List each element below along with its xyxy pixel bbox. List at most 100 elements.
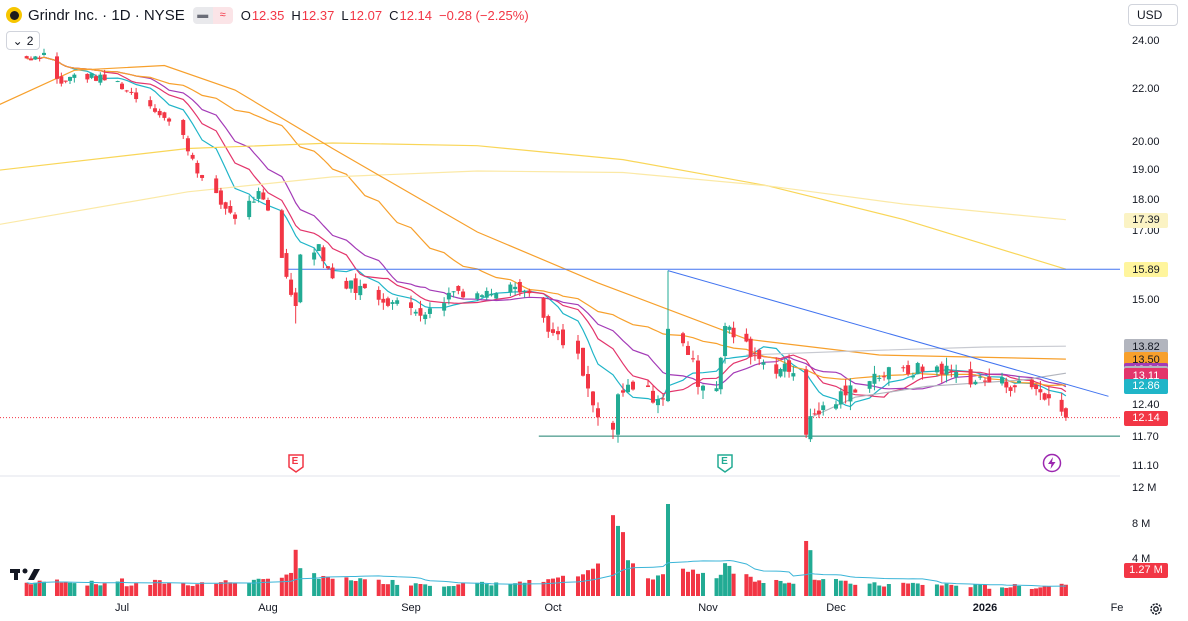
volume-bar — [556, 577, 560, 596]
volume-bar — [1038, 587, 1043, 596]
volume-bar — [761, 582, 766, 596]
volume-bar — [442, 586, 447, 596]
volume-bar — [508, 584, 513, 596]
price-axis-label: 12.86 — [1124, 378, 1168, 394]
volume-bar — [843, 580, 848, 596]
y-tick-label: 11.70 — [1132, 431, 1159, 443]
ma-lightgray-line — [746, 345, 1066, 356]
symbol-title[interactable]: Grindr Inc. · 1D · NYSE — [28, 6, 185, 24]
candle-body — [446, 292, 451, 300]
candle-body — [102, 74, 107, 81]
volume-bar — [42, 581, 46, 596]
candle-body — [251, 201, 256, 203]
candle-body — [456, 286, 461, 291]
volume-bar — [134, 583, 139, 596]
volume-bar — [906, 583, 911, 596]
volume-bar — [115, 581, 120, 596]
x-tick-label: Fe — [1110, 602, 1124, 614]
volume-bar — [983, 584, 987, 596]
earnings-event-icon[interactable]: E — [715, 453, 735, 473]
candle-body — [646, 385, 650, 388]
candle-body — [848, 385, 853, 402]
volume-bar — [266, 578, 270, 596]
volume-bar — [1063, 584, 1068, 596]
candle-body — [59, 76, 64, 84]
ma-pink-line — [26, 56, 1067, 398]
candle-body — [279, 210, 284, 258]
candle-body — [423, 314, 428, 320]
volume-bar — [494, 582, 499, 596]
indicators-toggle[interactable]: ⌄ 2 — [6, 31, 40, 50]
volume-bar — [247, 583, 252, 596]
volume-bar — [395, 584, 400, 596]
candle-body — [886, 367, 891, 380]
volume-bar — [744, 574, 749, 596]
gear-icon[interactable] — [1147, 600, 1165, 618]
candle-body — [561, 329, 565, 346]
candle-body — [748, 338, 753, 357]
candle-body — [42, 52, 46, 56]
volume-bar — [413, 583, 418, 596]
volume-bar — [228, 582, 233, 596]
earnings-event-icon[interactable]: E — [286, 453, 306, 473]
candle-body — [778, 369, 783, 377]
volume-bar — [517, 581, 522, 596]
volume-bar — [611, 515, 615, 596]
volume-bar — [853, 584, 858, 596]
volume-bar — [541, 581, 546, 596]
volume-bar — [915, 583, 920, 596]
x-tick-label: Oct — [544, 602, 562, 614]
candle-body — [752, 355, 757, 357]
candle-body — [353, 278, 358, 294]
candle-body — [167, 118, 172, 122]
bars-icon[interactable]: ▬ — [192, 6, 213, 24]
volume-bar — [522, 582, 527, 596]
candle-body — [461, 291, 466, 298]
x-tick-label: Aug — [258, 602, 278, 614]
y-tick-label: 11.10 — [1132, 460, 1159, 472]
volume-bar — [1034, 588, 1039, 596]
volume-bar — [748, 576, 753, 596]
candle-body — [298, 254, 303, 303]
y-tick-label: 20.00 — [1132, 136, 1160, 148]
volume-bar — [446, 586, 451, 596]
candle-body — [838, 391, 843, 405]
volume-bar — [934, 584, 939, 596]
volume-bar — [185, 585, 190, 596]
volume-bar — [390, 579, 395, 596]
candle-body — [581, 347, 585, 376]
candle-body — [651, 390, 655, 403]
candle-body — [551, 329, 555, 333]
volume-bar — [98, 585, 103, 596]
volume-bar — [409, 585, 413, 596]
candle-body — [157, 110, 162, 116]
candle-body — [834, 404, 838, 409]
volume-bar — [757, 580, 762, 596]
currency-select[interactable]: USD — [1128, 4, 1178, 26]
tradingview-logo-icon[interactable] — [10, 567, 42, 584]
ohlc-values: O12.35 H12.37 L12.07 C12.14 −0.28 (−2.25… — [241, 8, 529, 23]
price-axis-label: 15.89 — [1124, 262, 1168, 278]
candle-body — [261, 192, 266, 200]
candle-body — [656, 399, 660, 406]
wave-icon[interactable]: ≈ — [212, 6, 233, 24]
volume-bar — [330, 578, 335, 596]
candle-body — [731, 327, 736, 338]
candle-body — [427, 308, 432, 314]
candle-body — [218, 190, 223, 205]
candle-body — [691, 358, 695, 360]
flash-event-icon[interactable] — [1042, 453, 1062, 473]
volume-bar — [325, 576, 330, 596]
y-tick-label: 22.00 — [1132, 83, 1160, 95]
volume-bar — [816, 580, 821, 596]
candle-body — [934, 366, 939, 373]
chart-type-pill[interactable]: ▬ ≈ — [192, 6, 233, 24]
candle-body — [954, 371, 959, 378]
volume-bar — [190, 585, 195, 596]
volume-bar — [316, 578, 321, 596]
x-tick-label: Nov — [698, 602, 718, 614]
change-value: −0.28 (−2.25%) — [439, 7, 529, 23]
volume-bar — [944, 583, 949, 596]
